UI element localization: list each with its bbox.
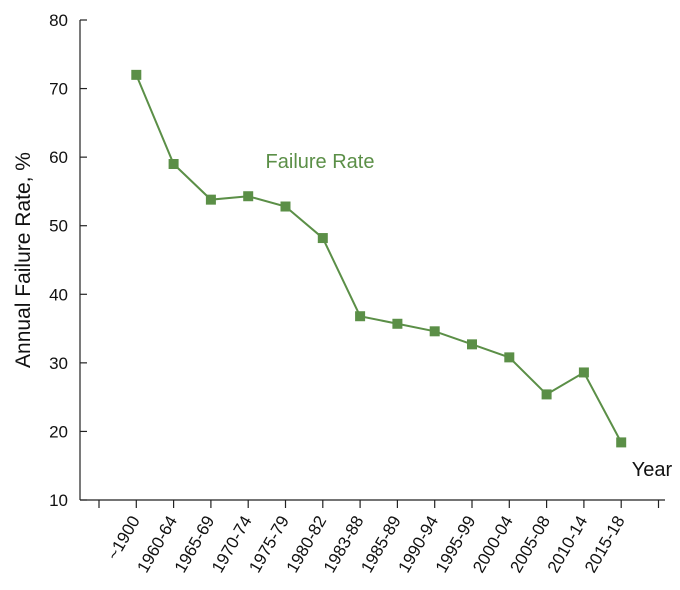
data-point (131, 69, 142, 80)
data-point (504, 352, 515, 363)
data-point (616, 437, 627, 448)
data-point (429, 326, 440, 337)
y-tick-label: 60 (49, 148, 68, 167)
y-tick-label: 70 (49, 80, 68, 99)
data-point (205, 194, 216, 205)
y-tick-label: 20 (49, 422, 68, 441)
data-point (392, 318, 403, 329)
data-point (243, 191, 254, 202)
data-point (541, 389, 552, 400)
data-point (280, 201, 291, 212)
y-tick-label: 40 (49, 285, 68, 304)
y-tick-label: 30 (49, 354, 68, 373)
y-tick-label: 50 (49, 217, 68, 236)
y-axis-label: Annual Failure Rate, % (12, 152, 35, 368)
data-point (578, 367, 589, 378)
x-axis-label: Year (632, 459, 673, 481)
data-point (355, 311, 366, 322)
y-tick-label: 80 (49, 11, 68, 30)
data-point (317, 233, 328, 244)
x-tick-label: ~1900 (103, 513, 143, 564)
data-point (467, 339, 477, 350)
annotation: Failure Rate (266, 151, 375, 173)
y-tick-label: 10 (49, 491, 68, 510)
series-line (135, 74, 623, 443)
data-point (168, 159, 179, 169)
